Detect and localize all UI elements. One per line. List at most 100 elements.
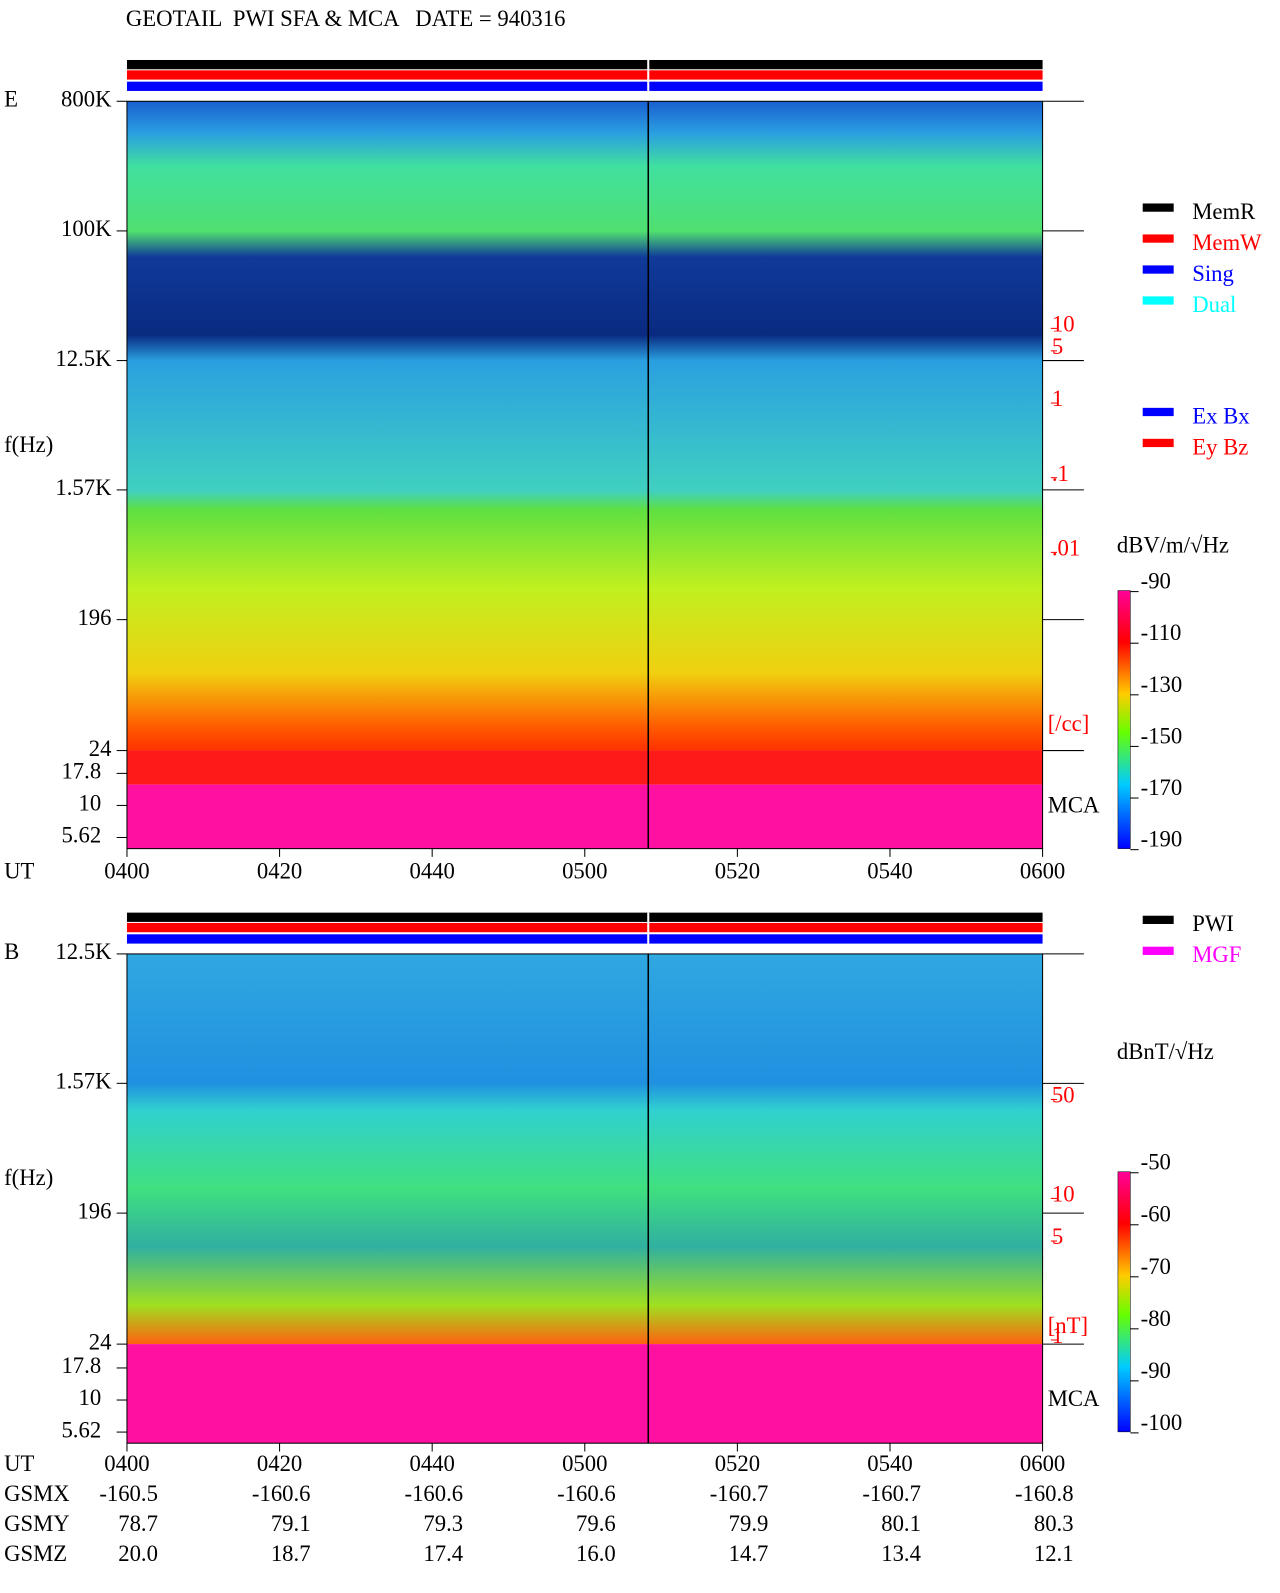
colorbar-tick-label: -190 bbox=[1141, 827, 1183, 852]
orbit-label: GSMZ bbox=[4, 1541, 67, 1566]
side-tick-label: 1 bbox=[1052, 1323, 1063, 1348]
legend-swatch bbox=[1142, 946, 1174, 955]
orbit-value: 14.7 bbox=[729, 1541, 769, 1566]
y-tick-label: 1.57K bbox=[55, 1069, 112, 1094]
orbit-value: 18.7 bbox=[271, 1541, 311, 1566]
status-bar bbox=[126, 912, 1043, 922]
y-axis-label: f(Hz) bbox=[4, 432, 53, 457]
mca-tick-label: 5.62 bbox=[61, 823, 101, 848]
orbit-value: 17.4 bbox=[423, 1541, 463, 1566]
colorbar-label: dBnT/√Hz bbox=[1117, 1039, 1214, 1064]
legend-swatch bbox=[1142, 296, 1174, 305]
x-tick-label: 0520 bbox=[715, 859, 760, 884]
x-tick-label: 0420 bbox=[257, 1451, 302, 1476]
orbit-value: -160.6 bbox=[252, 1481, 311, 1506]
x-tick-label: 0600 bbox=[1020, 859, 1065, 884]
x-tick-label: 0540 bbox=[867, 1451, 912, 1476]
mca-band bbox=[126, 1344, 1043, 1444]
mca-tick-label: 5.62 bbox=[61, 1417, 101, 1442]
x-axis-label: UT bbox=[4, 1451, 34, 1476]
mca-tick-label: 10 bbox=[78, 1385, 101, 1410]
colorbar-tick-label: -90 bbox=[1141, 1358, 1171, 1383]
legend-label: MemW bbox=[1192, 230, 1262, 255]
x-tick-label: 0540 bbox=[867, 859, 912, 884]
mca-tick-label: 17.8 bbox=[61, 759, 101, 784]
colorbar-tick-label: -110 bbox=[1141, 620, 1182, 645]
orbit-value: -160.5 bbox=[99, 1481, 158, 1506]
orbit-value: -160.7 bbox=[710, 1481, 769, 1506]
legend-label: Dual bbox=[1192, 292, 1236, 317]
x-tick-label: 0440 bbox=[409, 859, 454, 884]
side-tick-label: 50 bbox=[1052, 1083, 1075, 1108]
x-tick-label: 0520 bbox=[715, 1451, 760, 1476]
colorbar bbox=[1117, 1171, 1131, 1433]
x-tick-label: 0420 bbox=[257, 859, 302, 884]
orbit-value: 80.3 bbox=[1034, 1511, 1074, 1536]
orbit-value: 79.9 bbox=[729, 1511, 769, 1536]
mca-band bbox=[126, 750, 1043, 785]
mca-tick-label: 10 bbox=[78, 791, 101, 816]
colorbar-tick-label: -100 bbox=[1141, 1410, 1183, 1435]
y-tick-label: 24 bbox=[89, 736, 112, 761]
x-axis-label: UT bbox=[4, 859, 34, 884]
spectrogram bbox=[126, 101, 1043, 751]
status-bar bbox=[126, 81, 1043, 91]
x-tick-label: 0500 bbox=[562, 859, 607, 884]
side-tick-label: 1 bbox=[1052, 386, 1063, 411]
legend-swatch bbox=[1142, 407, 1174, 417]
y-axis-label: f(Hz) bbox=[4, 1165, 53, 1190]
mca-band bbox=[126, 784, 1043, 849]
side-tick-label: .1 bbox=[1052, 461, 1069, 486]
orbit-value: 79.1 bbox=[271, 1511, 311, 1536]
colorbar-tick-label: -60 bbox=[1141, 1202, 1171, 1227]
y-tick-label: 800K bbox=[61, 86, 112, 111]
plot-frame bbox=[126, 100, 1044, 850]
legend-label: Ex Bx bbox=[1192, 403, 1250, 428]
orbit-value: 80.1 bbox=[881, 1511, 921, 1536]
legend-swatch bbox=[1142, 203, 1174, 212]
legend-swatch bbox=[1142, 265, 1174, 274]
y-tick-label: 12.5K bbox=[55, 939, 112, 964]
colorbar-label: dBV/m/√Hz bbox=[1117, 532, 1229, 557]
legend-swatch bbox=[1142, 234, 1174, 243]
y-tick-label: 24 bbox=[89, 1329, 112, 1354]
orbit-value: 79.3 bbox=[423, 1511, 463, 1536]
y-tick-label: 100K bbox=[61, 216, 112, 241]
y-tick-label: 196 bbox=[77, 1198, 111, 1223]
legend-label: PWI bbox=[1192, 911, 1234, 936]
orbit-value: -160.8 bbox=[1015, 1481, 1074, 1506]
y-tick-label: 1.57K bbox=[55, 475, 112, 500]
side-tick-label: 10 bbox=[1052, 1182, 1075, 1207]
orbit-value: -160.6 bbox=[405, 1481, 464, 1506]
side-unit: [/cc] bbox=[1048, 711, 1090, 736]
orbit-value: 12.1 bbox=[1034, 1541, 1074, 1566]
colorbar-tick-label: -130 bbox=[1141, 672, 1183, 697]
x-tick-label: 0600 bbox=[1020, 1451, 1065, 1476]
status-bar bbox=[126, 934, 1043, 944]
orbit-value: -160.7 bbox=[862, 1481, 921, 1506]
legend-label: Ey Bz bbox=[1192, 434, 1248, 459]
mca-label: MCA bbox=[1048, 1386, 1100, 1411]
x-tick-label: 0400 bbox=[104, 1451, 149, 1476]
plot-frame bbox=[126, 953, 1044, 1444]
orbit-label: GSMY bbox=[4, 1511, 70, 1536]
status-bar bbox=[126, 70, 1043, 80]
orbit-value: -160.6 bbox=[557, 1481, 616, 1506]
legend-label: MGF bbox=[1192, 942, 1241, 967]
colorbar-tick-label: -50 bbox=[1141, 1150, 1171, 1175]
orbit-value: 78.7 bbox=[118, 1511, 158, 1536]
side-unit: [nT] bbox=[1048, 1313, 1088, 1338]
side-tick-label: 10 bbox=[1052, 312, 1075, 337]
mca-tick-label: 17.8 bbox=[61, 1353, 101, 1378]
spectrogram bbox=[126, 953, 1043, 1345]
orbit-label: GSMX bbox=[4, 1481, 70, 1506]
orbit-value: 20.0 bbox=[118, 1541, 158, 1566]
orbit-value: 79.6 bbox=[576, 1511, 616, 1536]
mca-label: MCA bbox=[1048, 793, 1100, 818]
side-tick-label: 5 bbox=[1052, 334, 1063, 359]
legend-swatch bbox=[1142, 915, 1174, 924]
colorbar-tick-label: -170 bbox=[1141, 775, 1183, 800]
colorbar-tick-label: -80 bbox=[1141, 1306, 1171, 1331]
